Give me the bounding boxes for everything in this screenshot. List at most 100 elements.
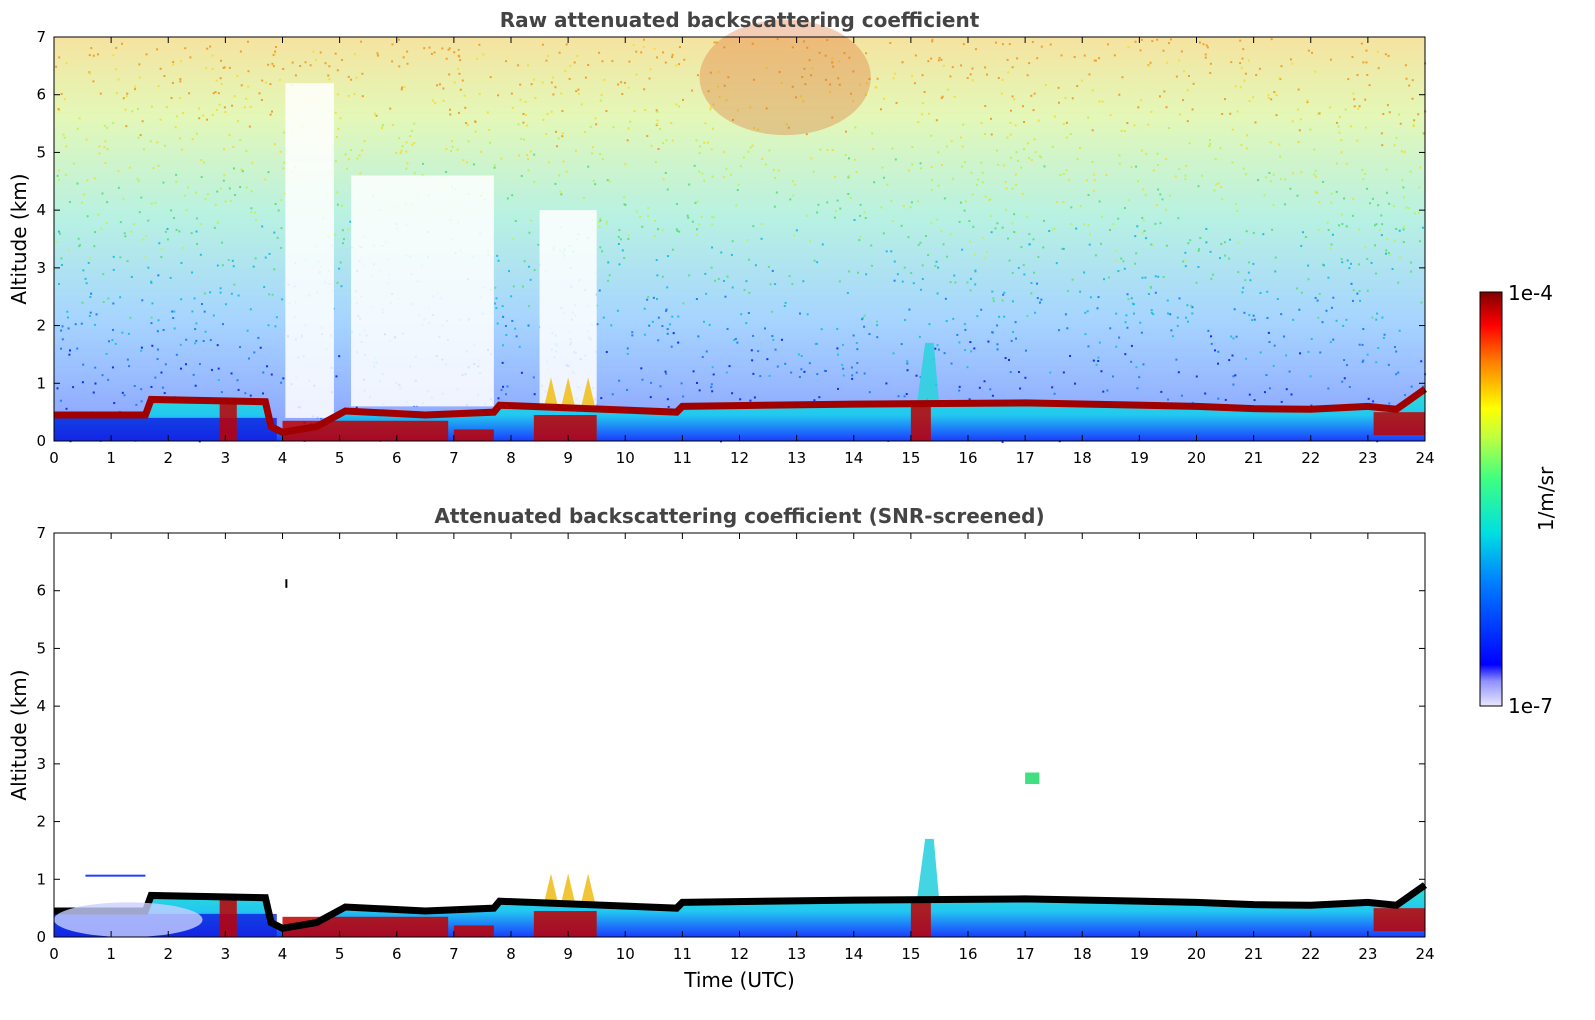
noise-speck (1209, 142, 1212, 145)
noise-speck (525, 124, 528, 127)
noise-speck (1133, 124, 1136, 127)
noise-speck (1151, 40, 1154, 43)
y-tick-label: 3 (36, 259, 46, 277)
noise-speck (1027, 142, 1030, 145)
noise-speck (1136, 387, 1139, 390)
noise-speck (627, 86, 630, 89)
noise-speck (1252, 262, 1255, 265)
noise-speck (1152, 313, 1155, 316)
noise-speck (422, 162, 425, 165)
noise-speck (1385, 168, 1388, 171)
noise-speck (457, 111, 460, 114)
noise-speck (1094, 254, 1097, 257)
noise-speck (1198, 41, 1201, 44)
noise-speck (1353, 105, 1356, 108)
noise-speck (223, 174, 226, 177)
noise-speck (339, 117, 342, 120)
noise-speck (160, 371, 163, 374)
noise-speck (1167, 42, 1170, 45)
noise-speck (74, 323, 77, 326)
noise-speck (607, 279, 610, 282)
noise-speck (1071, 278, 1074, 281)
noise-speck (650, 381, 653, 384)
x-tick-label: 1 (106, 945, 116, 963)
noise-speck (253, 351, 256, 354)
noise-speck (1023, 120, 1026, 123)
noise-speck (82, 269, 85, 272)
noise-speck (1329, 341, 1332, 344)
noise-speck (185, 209, 188, 212)
noise-speck (705, 292, 708, 295)
noise-speck (639, 215, 642, 218)
noise-speck (172, 61, 175, 64)
noise-speck (565, 170, 568, 173)
noise-speck (72, 386, 75, 389)
noise-speck (891, 147, 894, 150)
noise-speck (734, 337, 737, 340)
noise-speck (839, 207, 842, 210)
y-axis-label: Altitude (km) (7, 173, 31, 304)
noise-speck (949, 75, 952, 78)
noise-speck (268, 252, 271, 255)
noise-speck (355, 406, 358, 409)
noise-speck (445, 170, 448, 173)
noise-speck (85, 282, 88, 285)
noise-speck (280, 199, 283, 202)
x-tick-label: 3 (221, 449, 231, 467)
noise-speck (611, 60, 614, 63)
noise-speck (740, 313, 743, 316)
noise-speck (66, 316, 69, 319)
noise-speck (1032, 238, 1035, 241)
noise-speck (466, 124, 469, 127)
noise-speck (527, 158, 530, 161)
noise-speck (1005, 208, 1008, 211)
noise-speck (173, 310, 176, 313)
noise-speck (678, 105, 681, 108)
noise-speck (1322, 180, 1325, 183)
noise-speck (958, 385, 961, 388)
noise-speck (1109, 114, 1112, 117)
noise-speck (592, 179, 595, 182)
noise-speck (826, 148, 829, 151)
noise-speck (508, 270, 511, 273)
noise-speck (80, 201, 83, 204)
noise-speck (1123, 130, 1126, 133)
noise-speck (655, 124, 658, 127)
noise-speck (811, 67, 814, 70)
noise-speck (280, 246, 283, 249)
noise-speck (1088, 73, 1091, 76)
noise-speck (179, 343, 182, 346)
noise-speck (185, 338, 188, 341)
noise-speck (748, 258, 751, 261)
noise-speck (991, 290, 994, 293)
heatmap-panel-1: 0 1 2 3 4 5 6 7 8 9 10 11 12 13 14 15 16 17 18 19 20 21 22 23 24… (7, 8, 1435, 467)
noise-speck (1097, 356, 1100, 359)
noise-speck (1092, 189, 1095, 192)
noise-speck (97, 213, 100, 216)
noise-speck (339, 261, 342, 264)
noise-speck (704, 122, 707, 125)
noise-speck (694, 201, 697, 204)
noise-speck (937, 151, 940, 154)
noise-speck (58, 56, 61, 59)
noise-speck (946, 255, 949, 258)
noise-speck (1279, 155, 1282, 158)
noise-speck (202, 114, 205, 117)
noise-speck (1059, 174, 1062, 177)
noise-speck (1393, 346, 1396, 349)
noise-speck (1150, 309, 1153, 312)
noise-speck (1221, 198, 1224, 201)
noise-speck (1243, 79, 1246, 82)
noise-speck (1377, 67, 1380, 70)
noise-speck (656, 110, 659, 113)
noise-speck (725, 371, 728, 374)
noise-speck (1382, 113, 1385, 116)
noise-speck (659, 128, 662, 131)
noise-speck (527, 265, 530, 268)
noise-speck (267, 324, 270, 327)
noise-speck (264, 256, 267, 259)
noise-speck (627, 234, 630, 237)
noise-speck (1049, 43, 1052, 46)
noise-speck (996, 343, 999, 346)
noise-speck (863, 325, 866, 328)
